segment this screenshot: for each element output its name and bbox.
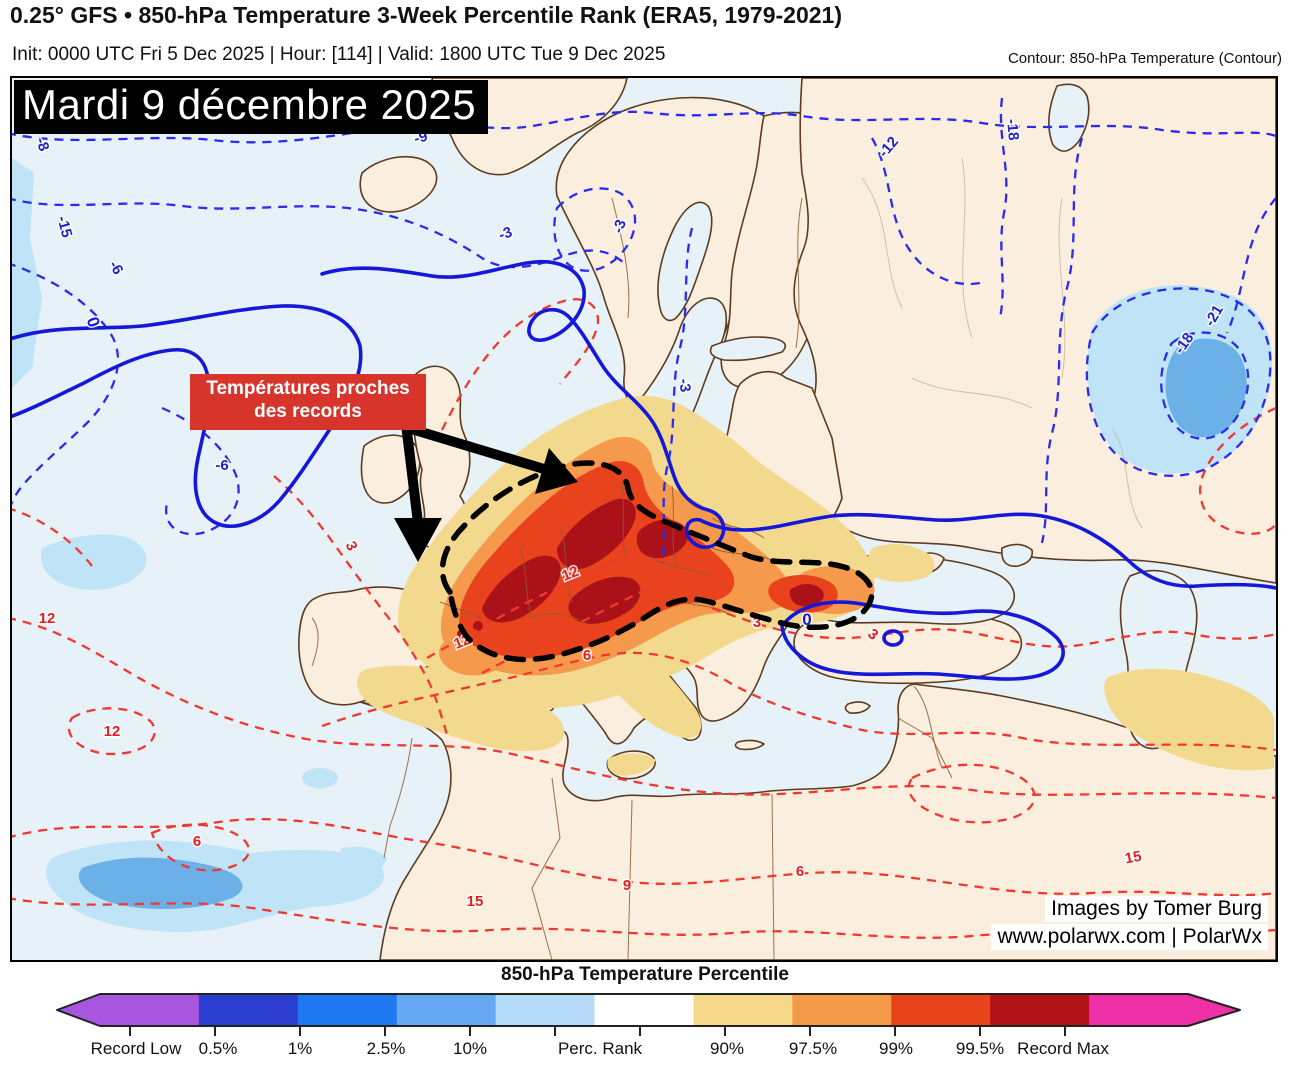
attribution-url: www.polarwx.com | PolarWx bbox=[991, 924, 1268, 950]
colorbar-label: 1% bbox=[288, 1039, 313, 1058]
warm-region-995-b bbox=[557, 498, 636, 570]
colorbar-label: 2.5% bbox=[367, 1039, 406, 1058]
contour-label-red: 12 bbox=[39, 610, 56, 627]
date-label: Mardi 9 décembre 2025 bbox=[14, 80, 489, 134]
init-valid-line: Init: 0000 UTC Fri 5 Dec 2025 | Hour: [1… bbox=[12, 44, 666, 65]
colorbar-segment bbox=[693, 994, 793, 1026]
colorbar: Record Low 0.5% 1% 2.5% 10% Perc. Rank 90% 97.5… bbox=[56, 993, 1241, 1058]
gulf-of-finland bbox=[709, 336, 787, 362]
annotation-line2: des records bbox=[254, 400, 362, 422]
colorbar-label: Record Max bbox=[1017, 1039, 1109, 1058]
white-sea bbox=[1048, 83, 1090, 152]
arrow-down bbox=[401, 423, 423, 524]
colorbar-label: Perc. Rank bbox=[558, 1039, 643, 1058]
page-title: 0.25° GFS • 850-hPa Temperature 3-Week P… bbox=[10, 2, 842, 28]
colorbar-segment bbox=[990, 994, 1090, 1026]
contour-label-blue: -6 bbox=[215, 457, 228, 474]
warm-region-90-mediterranean bbox=[357, 665, 565, 752]
zero-degree-contours bbox=[12, 260, 1276, 681]
warm-region-995-a bbox=[482, 555, 561, 623]
colorbar-label: Record Low bbox=[91, 1039, 182, 1058]
percentile-shading-layer bbox=[357, 284, 1274, 776]
contour-label-red: 9 bbox=[623, 877, 631, 894]
warm-region-995-c bbox=[568, 576, 641, 624]
land-crete bbox=[734, 739, 765, 751]
colorbar-segment bbox=[1089, 994, 1189, 1026]
colorbar-segment bbox=[495, 994, 596, 1026]
contour-label-red: 6 bbox=[583, 647, 591, 664]
land-iceland bbox=[359, 155, 438, 213]
annotation-line1: Températures proches bbox=[206, 378, 410, 399]
colorbar-title: 850-hPa Temperature Percentile bbox=[501, 964, 789, 985]
cold-region-25-ne-russia bbox=[1165, 338, 1247, 438]
warm-region-995-e bbox=[789, 584, 824, 607]
colorbar-label: 10% bbox=[453, 1039, 487, 1058]
warm-region-995-d bbox=[636, 519, 689, 559]
colorbar-segment bbox=[100, 994, 200, 1026]
colorbar-label: 90% bbox=[710, 1039, 744, 1058]
colorbar-label: 99% bbox=[879, 1039, 913, 1058]
colorbar-right-arrow bbox=[1188, 994, 1240, 1026]
colorbar-segment bbox=[198, 994, 299, 1026]
sea-of-azov bbox=[1001, 543, 1034, 567]
colorbar-label: 0.5% bbox=[199, 1039, 238, 1058]
attribution: Images by Tomer Burg www.polarwx.com | P… bbox=[991, 896, 1268, 950]
cold-temperature-contours bbox=[12, 97, 1276, 564]
colorbar-segment bbox=[297, 994, 398, 1026]
warm-region-90-east-europe bbox=[867, 544, 935, 582]
contour-label-blue: -8 bbox=[32, 135, 53, 153]
colorbar-segment bbox=[396, 994, 497, 1026]
arrow-diagonal bbox=[406, 423, 546, 474]
colorbar-outline bbox=[56, 993, 1241, 1027]
attribution-credit: Images by Tomer Burg bbox=[1045, 896, 1268, 922]
annotation-box: Températures proches des records bbox=[190, 374, 426, 430]
gulf-of-bothnia bbox=[657, 201, 713, 322]
contour-label-blue: -3 bbox=[675, 378, 694, 394]
warm-dot-b bbox=[473, 621, 483, 631]
colorbar-left-arrow bbox=[57, 994, 100, 1026]
colorbar-label: 97.5% bbox=[789, 1039, 837, 1058]
colorbar-segment bbox=[792, 994, 892, 1026]
colorbar-segment bbox=[891, 994, 991, 1026]
colorbar-segment bbox=[594, 994, 695, 1026]
contour-label-red: 15 bbox=[467, 893, 484, 910]
contour-label-red: 6 bbox=[193, 833, 201, 850]
contour-label-red: 15 bbox=[1124, 848, 1143, 868]
annotation-arrows bbox=[394, 423, 578, 562]
contour-label-blue: -18 bbox=[1003, 118, 1022, 141]
record-area-outline bbox=[439, 460, 875, 663]
warm-region-90-sicily bbox=[607, 753, 656, 776]
contour-label-red: 6 bbox=[796, 863, 804, 880]
land-cyprus bbox=[844, 701, 871, 714]
arrow-diagonal-head bbox=[535, 448, 578, 494]
contour-label-red: 12 bbox=[104, 723, 121, 740]
contour-label-red: 3 bbox=[753, 614, 761, 631]
map-frame: 15 15 9 6 6 12 12 12 12 6 3 3 3 -8 -15 -6 -6 -9 -3 -3 -3 -12-… bbox=[10, 76, 1278, 962]
arrow-down-head bbox=[394, 518, 442, 562]
colorbar-label: 99.5% bbox=[956, 1039, 1004, 1058]
contour-note: Contour: 850-hPa Temperature (Contour) bbox=[1007, 50, 1282, 67]
